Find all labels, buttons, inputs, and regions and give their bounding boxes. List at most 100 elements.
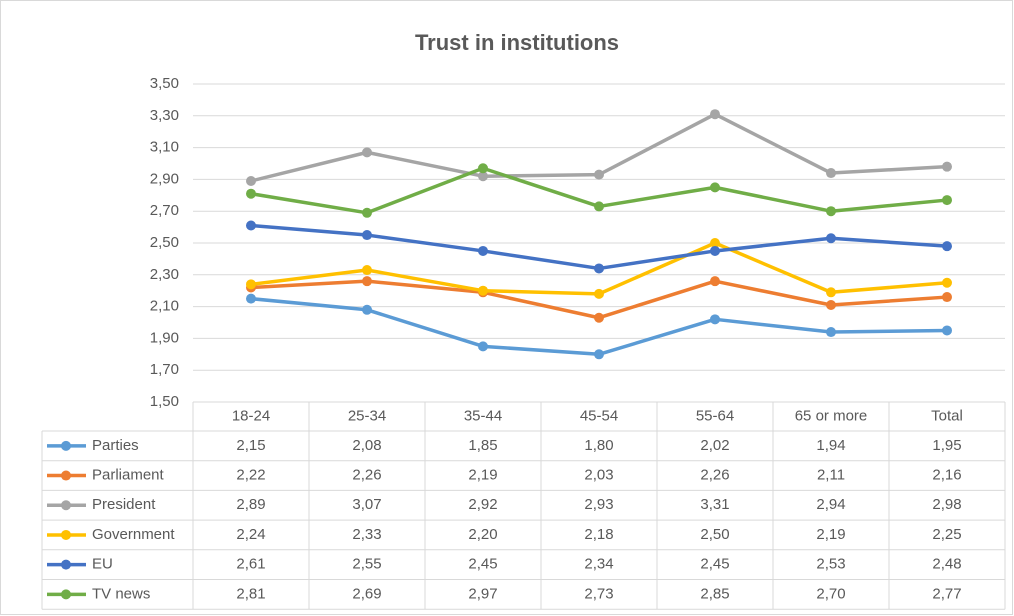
point bbox=[594, 169, 604, 180]
table-value: 2,25 bbox=[932, 526, 961, 543]
point bbox=[246, 293, 256, 304]
y-tick-label: 2,50 bbox=[150, 234, 179, 251]
table-value: 2,73 bbox=[584, 585, 613, 602]
point bbox=[478, 163, 488, 174]
table-value: 2,98 bbox=[932, 496, 961, 513]
table-value: 2,03 bbox=[584, 467, 613, 484]
table-value: 2,19 bbox=[816, 526, 845, 543]
y-tick-label: 3,30 bbox=[150, 107, 179, 124]
legend-label: Parliament bbox=[92, 467, 165, 484]
table-value: 2,34 bbox=[584, 556, 613, 573]
point bbox=[362, 304, 372, 315]
point bbox=[362, 276, 372, 287]
table-value: 2,18 bbox=[584, 526, 613, 543]
table-value: 2,55 bbox=[352, 556, 381, 573]
table-value: 2,81 bbox=[236, 585, 265, 602]
y-tick-label: 1,70 bbox=[150, 361, 179, 378]
table-value: 2,94 bbox=[816, 496, 845, 513]
point bbox=[594, 312, 604, 323]
y-tick-label: 3,10 bbox=[150, 139, 179, 156]
legend-label: President bbox=[92, 496, 156, 513]
point bbox=[246, 220, 256, 231]
table-value: 2,33 bbox=[352, 526, 381, 543]
table-value: 2,08 bbox=[352, 437, 381, 454]
category-label: 55-64 bbox=[696, 407, 734, 424]
point bbox=[594, 349, 604, 360]
table-value: 1,95 bbox=[932, 437, 961, 454]
point bbox=[710, 109, 720, 120]
point bbox=[826, 206, 836, 217]
point bbox=[362, 230, 372, 241]
table-value: 2,26 bbox=[700, 467, 729, 484]
table-value: 2,48 bbox=[932, 556, 961, 573]
table-value: 2,45 bbox=[700, 556, 729, 573]
table-value: 2,26 bbox=[352, 467, 381, 484]
point bbox=[710, 238, 720, 248]
legend-label: Government bbox=[92, 526, 175, 543]
point bbox=[594, 288, 604, 299]
table-value: 2,02 bbox=[700, 437, 729, 454]
category-label: 45-54 bbox=[580, 407, 618, 424]
point bbox=[942, 292, 952, 303]
y-tick-label: 2,90 bbox=[150, 170, 179, 187]
point bbox=[246, 188, 256, 199]
point bbox=[362, 207, 372, 218]
category-label: 25-34 bbox=[348, 407, 386, 424]
table-value: 2,93 bbox=[584, 496, 613, 513]
table-value: 2,53 bbox=[816, 556, 845, 573]
category-label: 65 or more bbox=[795, 407, 868, 424]
point bbox=[826, 233, 836, 244]
point bbox=[594, 263, 604, 274]
table-value: 2,11 bbox=[817, 467, 845, 484]
y-tick-label: 1,50 bbox=[150, 393, 179, 410]
point bbox=[594, 201, 604, 212]
category-label: 18-24 bbox=[232, 407, 270, 424]
table-value: 1,80 bbox=[584, 437, 613, 454]
point bbox=[710, 276, 720, 287]
point bbox=[710, 245, 720, 256]
table-value: 3,31 bbox=[700, 496, 729, 513]
y-tick-label: 1,90 bbox=[150, 329, 179, 346]
legend-label: Parties bbox=[92, 437, 139, 454]
legend-swatch bbox=[61, 470, 71, 481]
legend-swatch bbox=[61, 440, 71, 451]
point bbox=[478, 285, 488, 296]
table-value: 2,45 bbox=[468, 556, 497, 573]
y-tick-label: 2,10 bbox=[150, 298, 179, 315]
point bbox=[246, 175, 256, 186]
legend-swatch bbox=[61, 559, 71, 570]
table-value: 2,19 bbox=[468, 467, 497, 484]
y-tick-label: 3,50 bbox=[150, 75, 179, 92]
table-value: 3,07 bbox=[352, 496, 381, 513]
legend-label: TV news bbox=[92, 585, 150, 602]
table-value: 2,20 bbox=[468, 526, 497, 543]
table-value: 2,97 bbox=[468, 585, 497, 602]
y-tick-label: 2,70 bbox=[150, 202, 179, 219]
table-value: 2,69 bbox=[352, 585, 381, 602]
point bbox=[710, 182, 720, 193]
table-value: 2,92 bbox=[468, 496, 497, 513]
table-value: 1,94 bbox=[816, 437, 845, 454]
table-value: 2,16 bbox=[932, 467, 961, 484]
table-value: 2,61 bbox=[236, 556, 265, 573]
table-value: 2,24 bbox=[236, 526, 265, 543]
table-value: 2,85 bbox=[700, 585, 729, 602]
point bbox=[826, 287, 836, 298]
table-value: 1,85 bbox=[468, 437, 497, 454]
point bbox=[942, 241, 952, 252]
table-value: 2,70 bbox=[816, 585, 845, 602]
point bbox=[826, 327, 836, 338]
table-value: 2,15 bbox=[236, 437, 265, 454]
point bbox=[246, 279, 256, 290]
point bbox=[478, 245, 488, 256]
table-value: 2,77 bbox=[932, 585, 961, 602]
legend-swatch bbox=[61, 500, 71, 511]
point bbox=[478, 171, 488, 182]
point bbox=[942, 161, 952, 172]
table-value: 2,89 bbox=[236, 496, 265, 513]
y-tick-label: 2,30 bbox=[150, 266, 179, 283]
point bbox=[942, 277, 952, 288]
legend-swatch bbox=[61, 589, 71, 600]
